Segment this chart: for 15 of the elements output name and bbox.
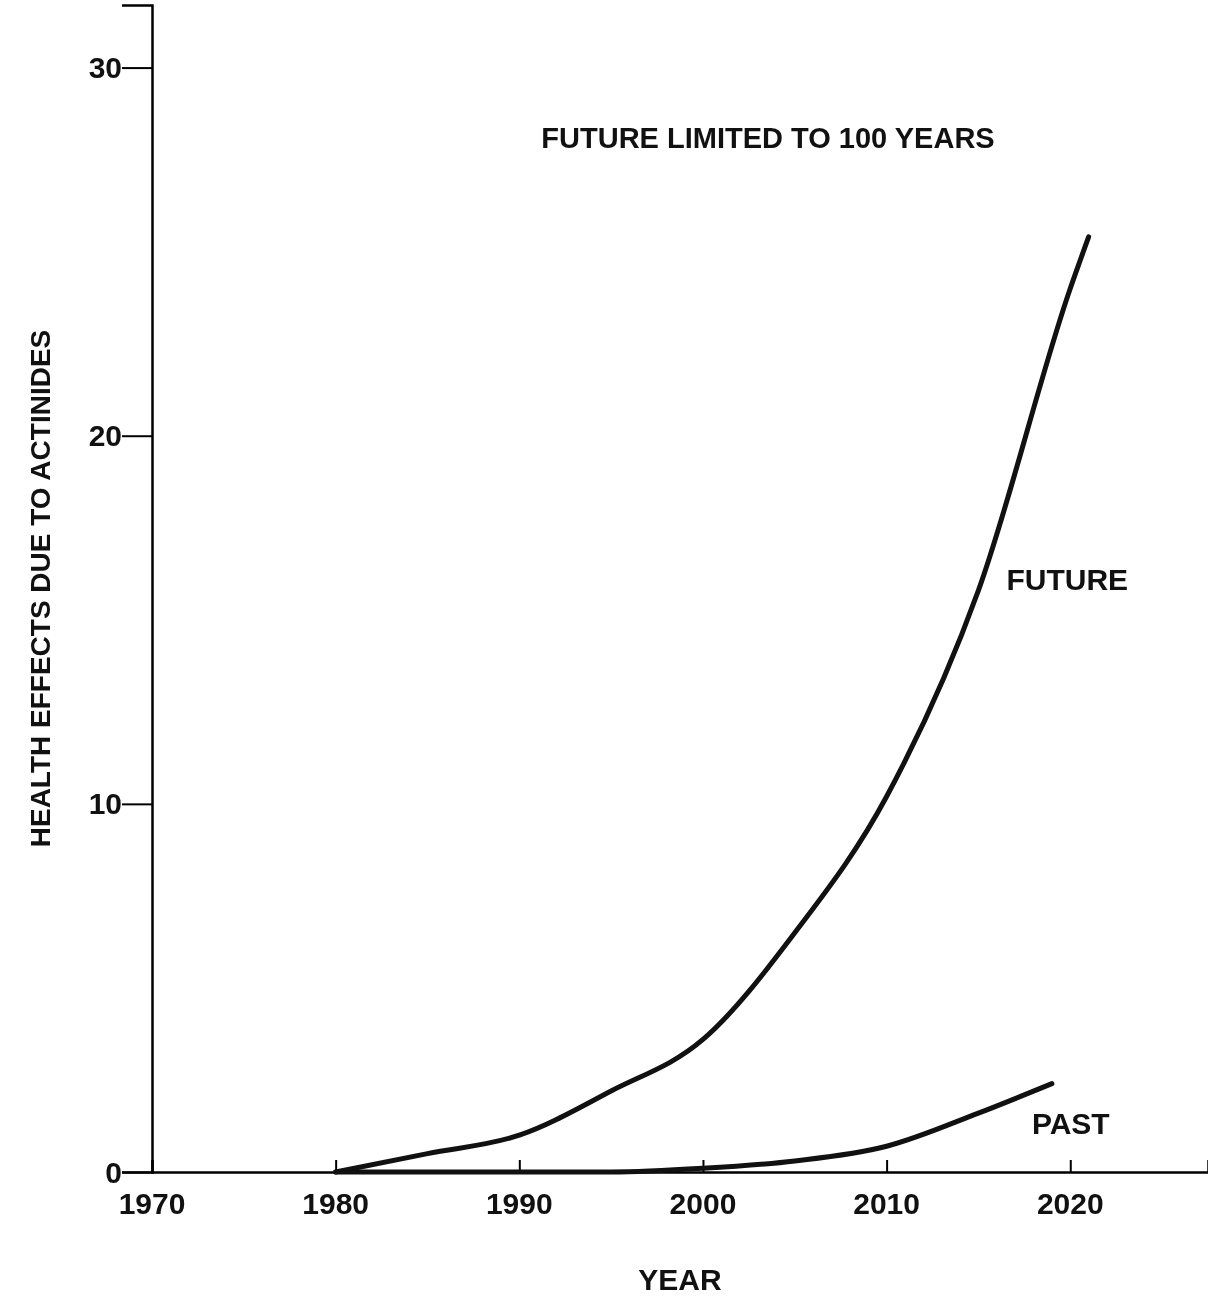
y-tick-label: 30: [88, 51, 122, 85]
x-axis-title: YEAR: [638, 1263, 722, 1296]
text: FUTURE LIMITED TO 100 YEARS: [541, 122, 995, 154]
y-axis-title: HEALTH EFFECTS DUE TO ACTINIDES: [25, 329, 56, 848]
series-label: FUTURE: [1006, 563, 1129, 597]
x-tick-label: 2010: [853, 1187, 920, 1220]
y-tick-label: 0: [105, 1155, 122, 1189]
x-tick-label: 2020: [1036, 1187, 1104, 1220]
x-tick-label: 2000: [669, 1187, 737, 1220]
series-label: PAST: [1031, 1106, 1110, 1140]
x-tick-label: 1990: [485, 1187, 553, 1220]
y-tick-label: 20: [88, 419, 122, 453]
y-tick-label: 10: [88, 787, 122, 821]
x-tick-label: 1970: [118, 1187, 186, 1220]
x-tick-label: 1980: [302, 1187, 370, 1220]
